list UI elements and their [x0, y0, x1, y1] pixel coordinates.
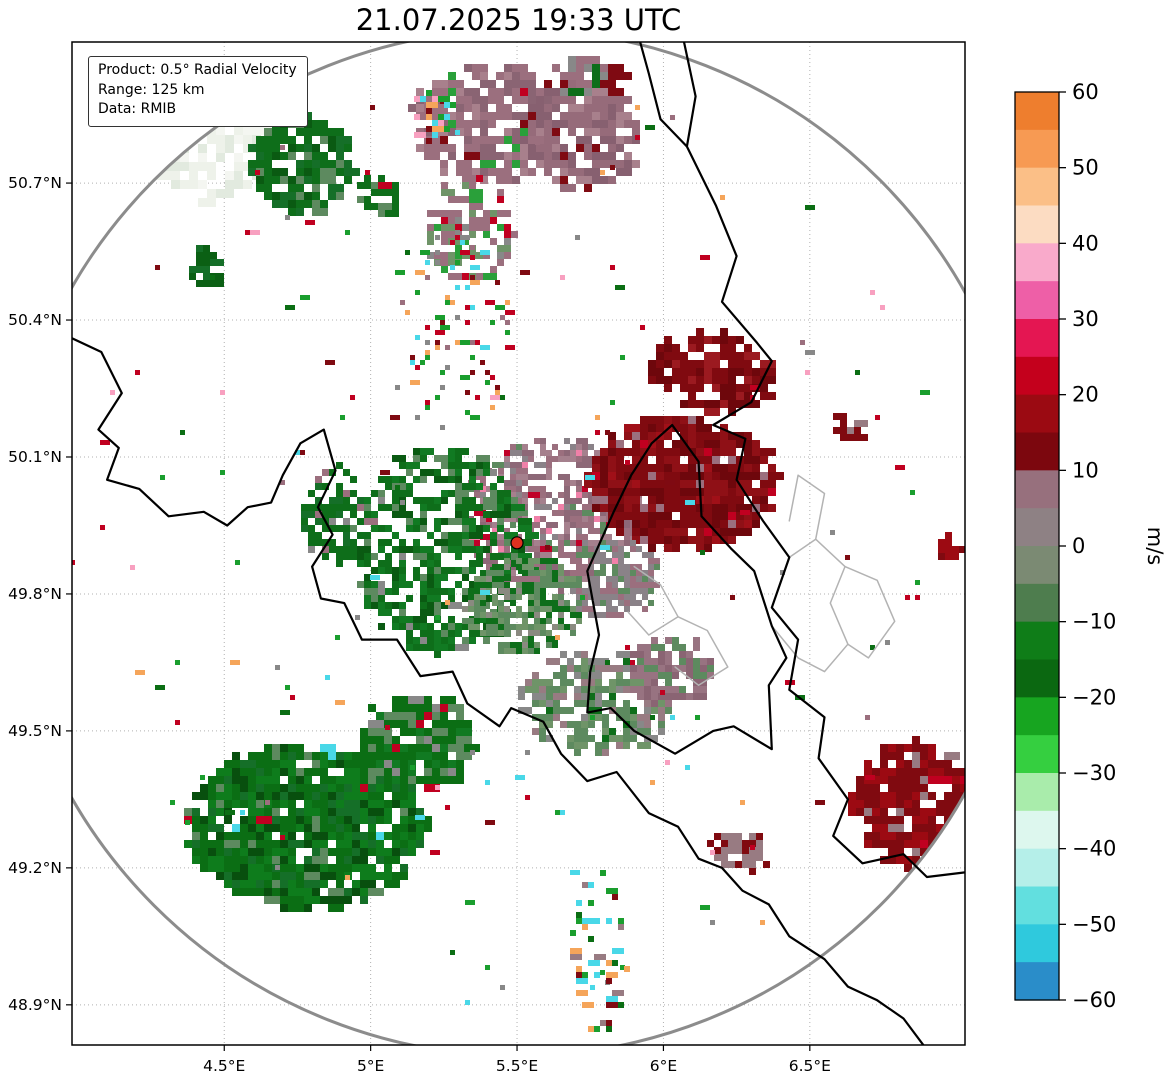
- info-product: Product: 0.5° Radial Velocity: [98, 62, 297, 78]
- info-source: Data: RMIB: [98, 101, 177, 118]
- product-info-box: Product: 0.5° Radial Velocity Range: 125…: [88, 56, 308, 127]
- chart-title: 21.07.2025 19:33 UTC: [355, 3, 682, 37]
- info-range: Range: 125 km: [98, 81, 205, 98]
